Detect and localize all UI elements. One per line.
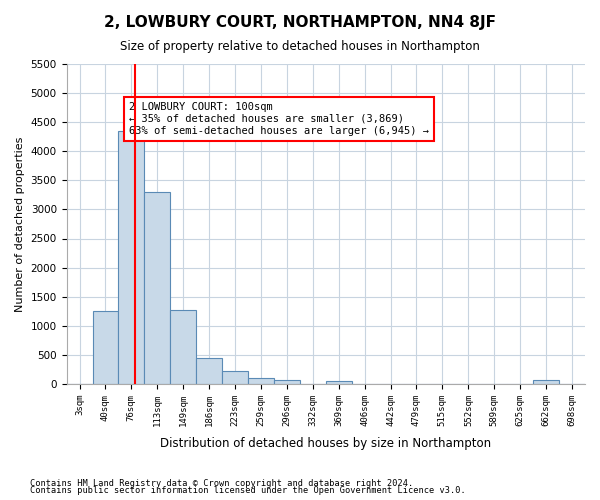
Y-axis label: Number of detached properties: Number of detached properties [15,136,25,312]
Text: Contains public sector information licensed under the Open Government Licence v3: Contains public sector information licen… [30,486,466,495]
Bar [326,381,352,384]
Text: Contains HM Land Registry data © Crown copyright and database right 2024.: Contains HM Land Registry data © Crown c… [30,478,413,488]
Bar [93,311,118,384]
Bar [118,131,145,384]
Bar [223,372,248,384]
X-axis label: Distribution of detached houses by size in Northampton: Distribution of detached houses by size … [160,437,491,450]
Text: Size of property relative to detached houses in Northampton: Size of property relative to detached ho… [120,40,480,53]
Bar [274,380,299,384]
Text: 2 LOWBURY COURT: 100sqm
← 35% of detached houses are smaller (3,869)
63% of semi: 2 LOWBURY COURT: 100sqm ← 35% of detache… [129,102,429,136]
Text: 2, LOWBURY COURT, NORTHAMPTON, NN4 8JF: 2, LOWBURY COURT, NORTHAMPTON, NN4 8JF [104,15,496,30]
Bar [145,192,170,384]
Bar [196,358,223,384]
Bar [248,378,274,384]
Bar [533,380,559,384]
Bar [170,310,196,384]
